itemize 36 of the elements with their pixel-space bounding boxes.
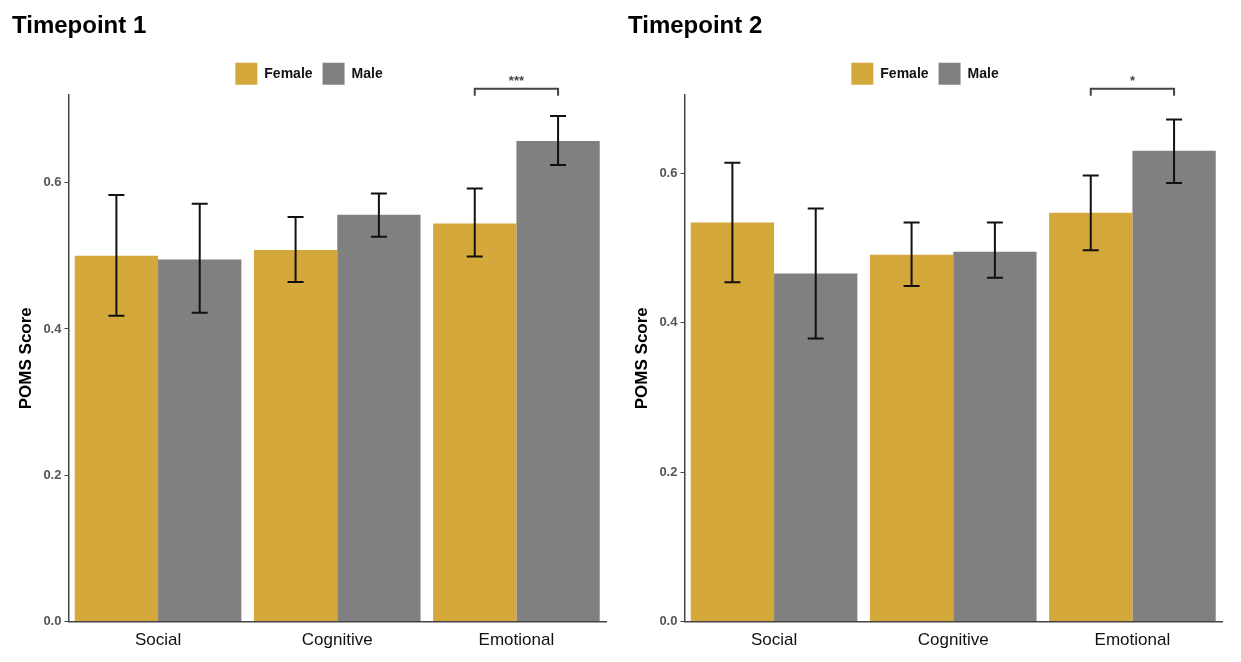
bar <box>74 255 159 622</box>
bar <box>953 251 1037 622</box>
text: *** <box>508 72 525 88</box>
bar <box>337 214 421 622</box>
x-tick-label: Cognitive <box>917 630 989 650</box>
y-axis-title: POMS Score <box>15 307 35 410</box>
x-tick-label: Social <box>134 630 182 650</box>
bar <box>869 254 954 622</box>
y-tick-label: 0.2 <box>659 463 678 479</box>
legend-label: Female <box>264 64 313 81</box>
chart-title: Timepoint 2 <box>628 11 763 39</box>
x-tick-label: Emotional <box>1094 630 1171 650</box>
y-tick-label: 0.0 <box>659 613 678 629</box>
y-tick-label: 0.4 <box>43 320 63 336</box>
bar <box>690 222 775 622</box>
y-tick-label: 0.4 <box>659 314 679 330</box>
x-tick-label: Social <box>750 630 798 650</box>
bar <box>1132 150 1216 622</box>
bar <box>774 273 858 622</box>
bar <box>516 140 600 622</box>
bar <box>253 249 338 622</box>
x-tick-label: Emotional <box>478 630 555 650</box>
legend-label: Male <box>351 64 383 81</box>
text: * <box>1129 72 1136 88</box>
bar <box>433 223 517 622</box>
x-tick-label: Cognitive <box>301 630 373 650</box>
y-tick-label: 0.2 <box>43 466 62 482</box>
chart-title: Timepoint 1 <box>12 11 147 39</box>
y-tick-label: 0.6 <box>43 174 62 190</box>
bar <box>1049 212 1133 622</box>
y-tick-label: 0.0 <box>43 613 62 629</box>
y-axis-title: POMS Score <box>631 307 651 410</box>
legend-label: Female <box>880 64 929 81</box>
bar <box>158 259 242 622</box>
y-tick-label: 0.6 <box>659 164 678 180</box>
legend-label: Male <box>967 64 999 81</box>
